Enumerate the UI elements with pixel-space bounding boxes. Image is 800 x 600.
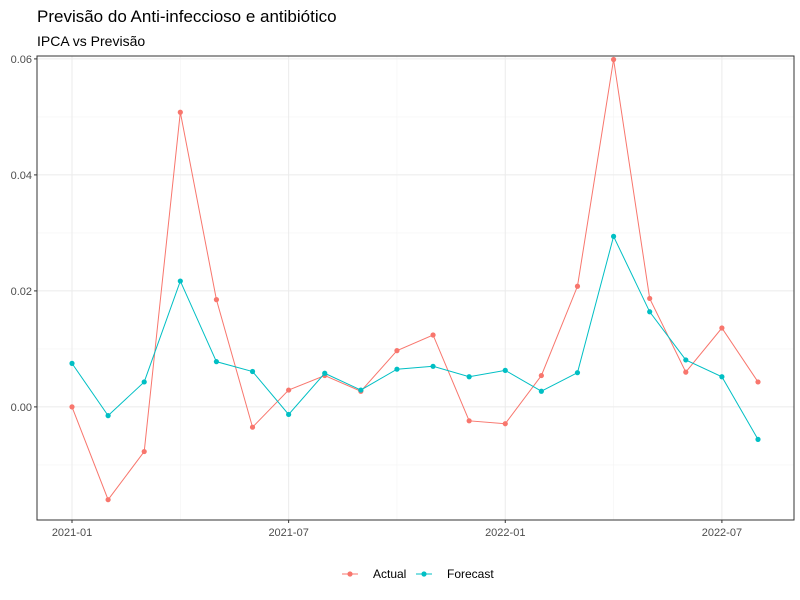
data-point-forecast bbox=[538, 388, 544, 394]
legend-label-actual: Actual bbox=[373, 567, 406, 581]
data-point-forecast bbox=[105, 413, 111, 419]
data-point-actual bbox=[538, 372, 544, 379]
data-point-actual bbox=[647, 295, 653, 302]
x-tick-label: 2022-01 bbox=[485, 527, 525, 539]
data-point-forecast bbox=[69, 360, 75, 366]
data-point-forecast bbox=[430, 363, 436, 369]
series-line-actual bbox=[71, 59, 759, 501]
y-tick-label: 0.04 bbox=[11, 170, 32, 182]
data-point-actual bbox=[69, 404, 75, 410]
data-point-forecast bbox=[213, 359, 220, 365]
panel-border bbox=[36, 55, 795, 521]
data-point-forecast bbox=[683, 357, 689, 363]
x-tick-label: 2021-07 bbox=[268, 527, 308, 539]
data-point-forecast bbox=[358, 387, 364, 393]
data-point-actual bbox=[502, 421, 508, 427]
y-tick-label: 0.02 bbox=[11, 286, 32, 298]
y-tick-label: 0.00 bbox=[11, 402, 32, 414]
data-point-actual bbox=[574, 283, 581, 289]
data-point-forecast bbox=[755, 436, 761, 442]
data-point-actual bbox=[177, 109, 183, 115]
x-tick-label: 2022-07 bbox=[702, 527, 742, 539]
chart-title: Previsão do Anti-infeccioso e antibiótic… bbox=[37, 7, 337, 26]
chart-subtitle: IPCA vs Previsão bbox=[37, 33, 145, 49]
data-point-forecast bbox=[502, 367, 508, 373]
data-point-forecast bbox=[249, 368, 256, 375]
data-point-actual bbox=[141, 448, 147, 455]
data-point-forecast bbox=[322, 370, 328, 376]
data-point-actual bbox=[105, 497, 111, 503]
data-point-forecast bbox=[286, 411, 292, 418]
series-line-forecast bbox=[71, 234, 759, 440]
y-tick-label: 0.06 bbox=[11, 54, 32, 66]
data-point-forecast bbox=[610, 233, 617, 239]
data-point-actual bbox=[394, 348, 400, 354]
x-tick-label: 2021-01 bbox=[52, 527, 92, 539]
data-point-forecast bbox=[719, 374, 725, 380]
data-point-forecast bbox=[177, 278, 183, 284]
data-point-actual bbox=[213, 297, 220, 303]
plot-panel: 0.00 0.02 0.04 0.06 2021-01 2021-07 2022-01 202… bbox=[11, 54, 795, 539]
data-point-actual bbox=[466, 418, 472, 424]
data-point-actual bbox=[683, 369, 689, 375]
data-point-actual bbox=[430, 332, 436, 338]
legend: Actual Forecast bbox=[342, 567, 494, 581]
data-point-actual bbox=[719, 325, 725, 331]
data-point-forecast bbox=[141, 379, 147, 385]
data-point-actual bbox=[610, 56, 617, 63]
legend-key-point-actual bbox=[347, 571, 353, 577]
legend-key-point-forecast bbox=[421, 571, 427, 577]
data-point-actual bbox=[249, 424, 256, 430]
data-point-forecast bbox=[574, 370, 581, 376]
data-point-forecast bbox=[394, 366, 400, 372]
legend-label-forecast: Forecast bbox=[447, 567, 494, 581]
data-point-actual bbox=[755, 379, 761, 385]
data-point-actual bbox=[286, 387, 292, 393]
data-point-forecast bbox=[647, 309, 653, 315]
data-point-forecast bbox=[466, 374, 472, 380]
